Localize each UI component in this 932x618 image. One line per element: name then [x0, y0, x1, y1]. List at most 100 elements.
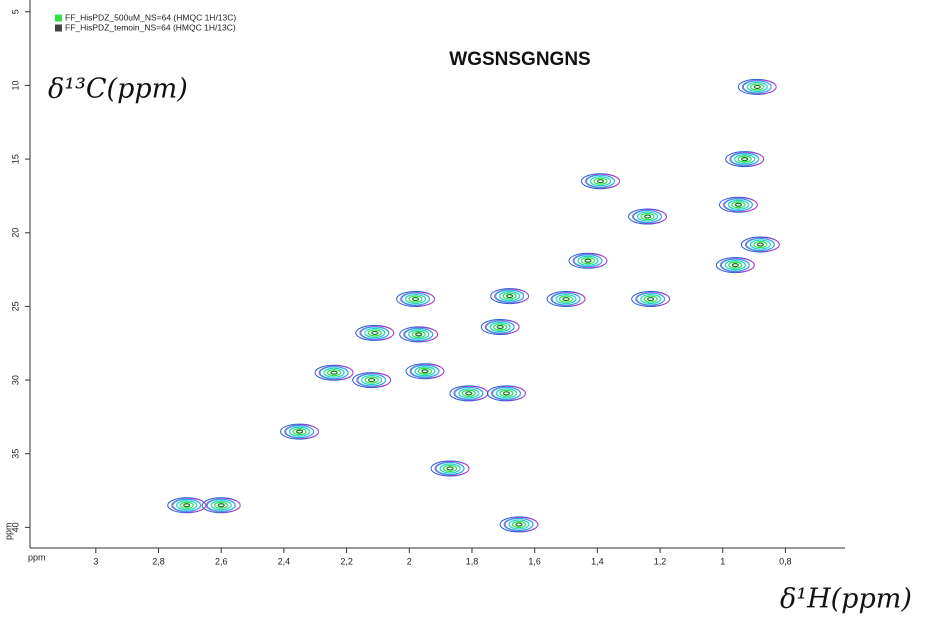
- contour: [502, 391, 511, 396]
- x-unit: ppm: [28, 552, 46, 562]
- contour: [745, 237, 775, 252]
- peak: [172, 498, 202, 512]
- peak: [723, 198, 754, 212]
- peak: [399, 326, 439, 343]
- contour: [729, 151, 765, 167]
- contour: [404, 327, 434, 341]
- contour: [411, 296, 420, 302]
- contour: [465, 391, 473, 396]
- contour: [647, 296, 655, 302]
- contour: [585, 173, 620, 189]
- contour: [319, 366, 349, 380]
- contour: [749, 239, 771, 250]
- contour: [596, 179, 605, 184]
- contour: [284, 424, 319, 439]
- x-tick-label: 3: [93, 556, 98, 566]
- contour: [572, 253, 608, 268]
- x-tick-label: 2,2: [340, 556, 353, 566]
- peak: [737, 78, 777, 95]
- contour: [508, 519, 530, 530]
- contour: [503, 517, 539, 532]
- peak: [435, 461, 465, 476]
- contour: [485, 320, 515, 334]
- contour: [172, 498, 202, 512]
- contour: [461, 389, 476, 397]
- contour: [756, 242, 764, 247]
- contour: [723, 197, 758, 212]
- peak: [725, 151, 765, 168]
- contour: [183, 503, 191, 508]
- contour: [356, 372, 392, 388]
- contour: [361, 374, 383, 386]
- contour: [753, 240, 768, 249]
- contour: [454, 386, 484, 400]
- peak: [360, 326, 390, 340]
- contour: [515, 522, 523, 527]
- peak: [280, 423, 320, 440]
- contour: [171, 498, 207, 513]
- x-tick-label: 1,6: [528, 556, 541, 566]
- contour: [491, 386, 522, 400]
- contour: [551, 292, 581, 306]
- contour: [632, 209, 667, 224]
- contour: [368, 377, 376, 383]
- x-tick-label: 2,4: [278, 556, 291, 566]
- contour: [359, 325, 395, 341]
- contour: [217, 503, 225, 508]
- y-unit: ppm: [3, 522, 13, 540]
- peak: [319, 366, 349, 380]
- contour: [205, 498, 241, 513]
- contour: [734, 202, 743, 207]
- contour: [731, 201, 746, 209]
- contour: [720, 258, 750, 272]
- peak: [490, 288, 530, 305]
- contour: [635, 291, 671, 307]
- peak: [454, 386, 484, 400]
- x-tick-label: 1,8: [466, 556, 479, 566]
- peak: [396, 291, 436, 308]
- contour: [636, 292, 666, 306]
- contour: [326, 369, 342, 377]
- contour: [496, 324, 504, 330]
- contour: [494, 288, 529, 304]
- legend-swatch: [55, 14, 62, 22]
- x-tick-label: 1,4: [591, 556, 604, 566]
- contour: [409, 364, 445, 379]
- contour: [750, 83, 765, 91]
- x-tick-label: 1: [720, 556, 725, 566]
- contour: [511, 520, 527, 529]
- contour: [371, 330, 379, 336]
- contour: [404, 293, 427, 305]
- peak: [167, 497, 207, 514]
- peak: [720, 258, 750, 272]
- peak: [568, 252, 608, 269]
- contour: [292, 428, 307, 436]
- contour: [403, 327, 439, 342]
- x-axis-label: δ¹H(ppm): [780, 584, 912, 615]
- contour: [435, 461, 465, 476]
- x-tick-label: 2: [407, 556, 412, 566]
- contour: [357, 373, 387, 387]
- contour: [573, 254, 603, 268]
- legend-label: FF_HisPDZ_500uM_NS=64 (HMQC 1H/13C): [65, 12, 236, 22]
- contour: [210, 500, 232, 511]
- peak: [494, 289, 525, 303]
- contour: [408, 295, 423, 303]
- peak: [400, 292, 431, 306]
- contour: [414, 366, 436, 377]
- contour: [288, 426, 311, 437]
- contour: [458, 388, 480, 399]
- y-tick-label: 30: [10, 375, 20, 385]
- peak: [201, 497, 241, 514]
- peak: [430, 460, 470, 477]
- contour: [737, 155, 752, 163]
- contour: [643, 214, 652, 219]
- contour: [434, 461, 470, 476]
- contour: [495, 388, 518, 399]
- peak: [499, 516, 539, 533]
- peak: [485, 320, 515, 334]
- contour: [446, 466, 454, 471]
- x-tick-label: 2,8: [152, 556, 165, 566]
- contour: [724, 260, 746, 271]
